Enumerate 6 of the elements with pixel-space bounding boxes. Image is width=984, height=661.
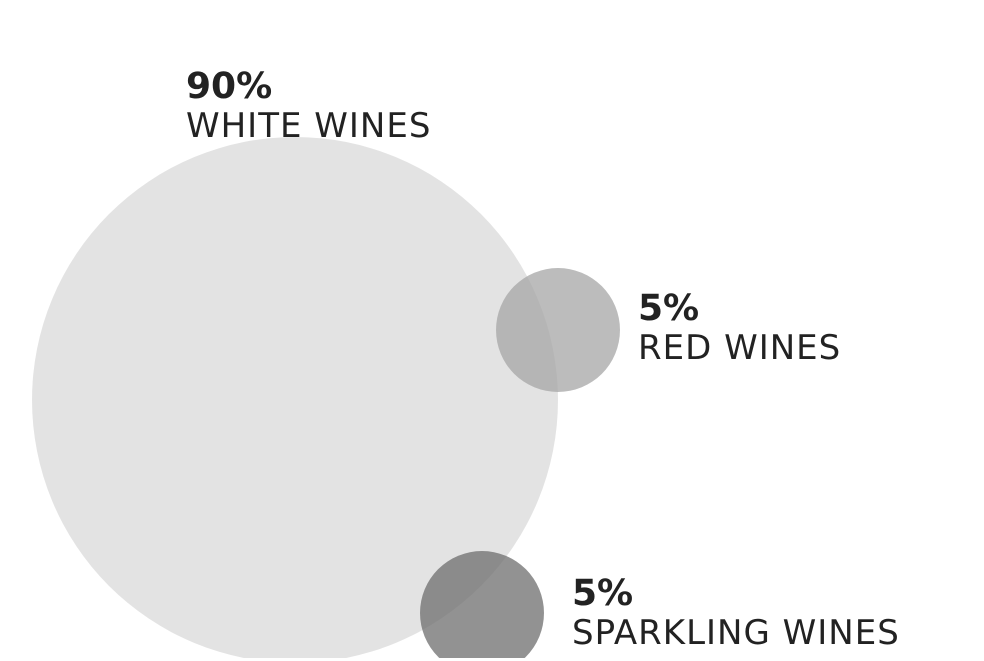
category-label: WHITE WINES [186,106,432,146]
category-label: RED WINES [638,328,842,368]
category-label: SPARKLING WINES [572,613,900,654]
data-label: 90% [186,66,274,108]
data-label: 5% [638,288,700,330]
data-label: 5% [572,573,634,614]
